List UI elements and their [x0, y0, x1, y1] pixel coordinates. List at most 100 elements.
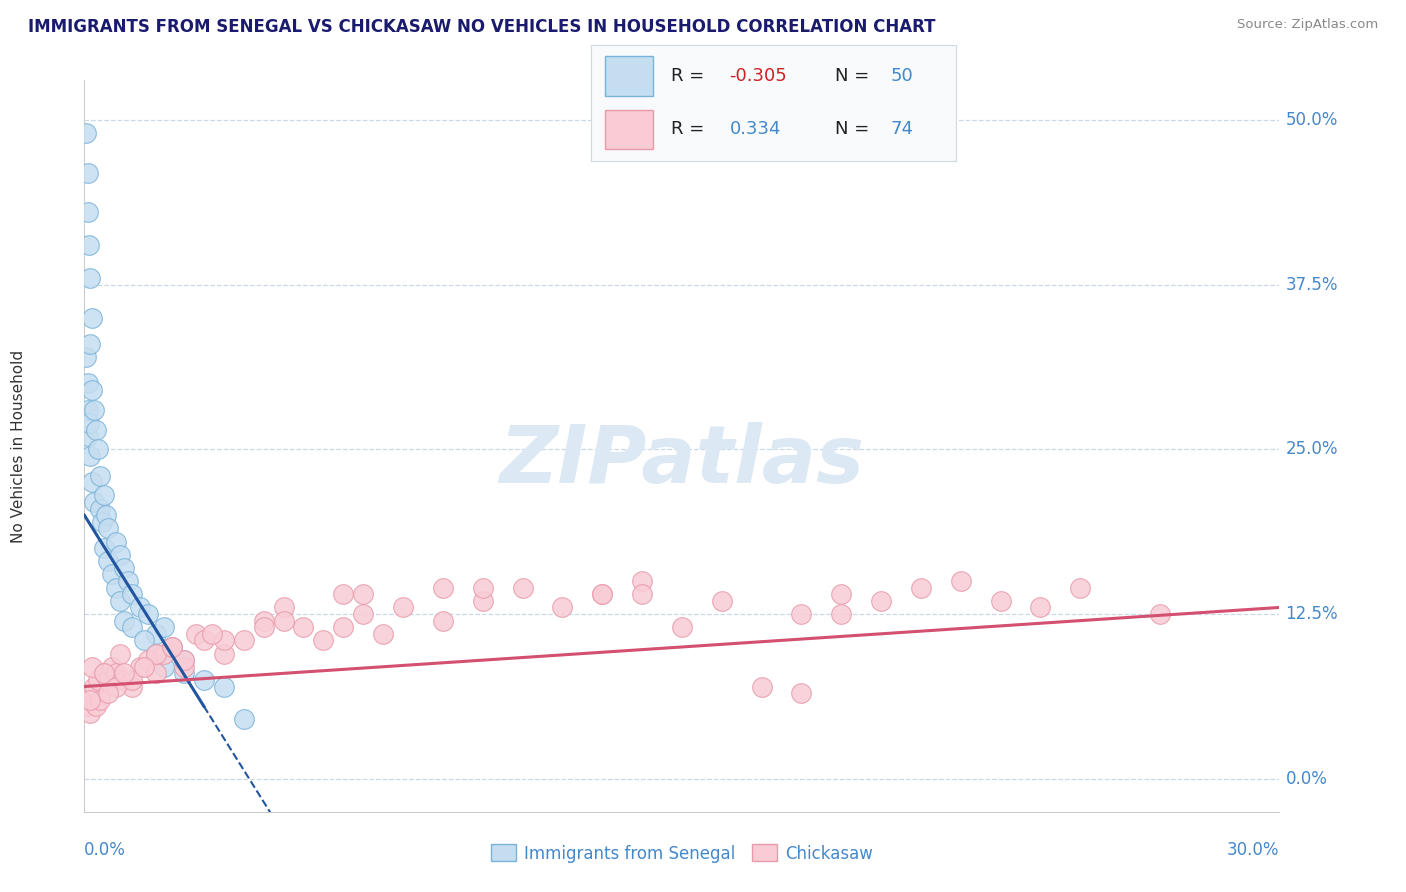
Point	[371, 627, 394, 641]
Point	[830, 587, 852, 601]
Point	[83, 680, 105, 694]
Point	[87, 442, 110, 457]
Point	[84, 699, 107, 714]
Point	[93, 541, 115, 556]
Point	[332, 620, 354, 634]
Point	[173, 659, 195, 673]
Point	[512, 581, 534, 595]
Point	[97, 686, 120, 700]
Point	[173, 666, 195, 681]
Point	[631, 587, 654, 601]
Point	[96, 508, 118, 523]
Text: ZIPatlas: ZIPatlas	[499, 422, 865, 500]
Point	[145, 666, 167, 681]
Point	[77, 692, 100, 706]
Point	[97, 554, 120, 568]
Text: N =: N =	[835, 120, 870, 138]
FancyBboxPatch shape	[605, 110, 652, 149]
Text: N =: N =	[835, 67, 870, 85]
Point	[1069, 581, 1091, 595]
Point	[112, 666, 135, 681]
Point	[790, 686, 813, 700]
Point	[93, 666, 115, 681]
Point	[77, 402, 100, 417]
Point	[710, 594, 733, 608]
Point	[830, 607, 852, 621]
Point	[82, 659, 104, 673]
Point	[136, 607, 159, 621]
Point	[253, 614, 276, 628]
Legend: Immigrants from Senegal, Chickasaw: Immigrants from Senegal, Chickasaw	[484, 838, 880, 869]
Point	[105, 581, 128, 595]
Point	[136, 653, 159, 667]
Point	[1149, 607, 1171, 621]
Point	[671, 620, 693, 634]
Point	[77, 205, 100, 219]
Point	[110, 594, 132, 608]
Point	[273, 614, 295, 628]
Point	[76, 165, 98, 179]
Text: R =: R =	[671, 67, 704, 85]
Point	[273, 600, 295, 615]
Point	[232, 713, 254, 727]
Point	[101, 567, 124, 582]
Point	[870, 594, 893, 608]
Point	[105, 680, 128, 694]
Point	[132, 659, 156, 673]
Point	[89, 692, 111, 706]
Point	[112, 561, 135, 575]
Point	[75, 699, 97, 714]
Point	[193, 673, 215, 687]
Point	[117, 574, 139, 588]
Point	[93, 666, 115, 681]
Text: 0.0%: 0.0%	[1285, 770, 1327, 788]
Point	[79, 692, 101, 706]
Point	[173, 653, 195, 667]
Point	[79, 271, 101, 285]
Point	[82, 383, 104, 397]
Text: 50.0%: 50.0%	[1285, 111, 1339, 128]
Point	[145, 647, 167, 661]
Point	[79, 449, 101, 463]
Point	[332, 587, 354, 601]
Point	[1029, 600, 1052, 615]
Point	[83, 402, 105, 417]
Point	[551, 600, 574, 615]
Text: 50: 50	[890, 67, 912, 85]
Point	[121, 673, 143, 687]
Point	[101, 659, 124, 673]
Point	[89, 501, 111, 516]
Text: No Vehicles in Household: No Vehicles in Household	[11, 350, 27, 542]
Point	[153, 647, 176, 661]
Point	[110, 548, 132, 562]
Point	[129, 600, 152, 615]
Point	[184, 627, 207, 641]
Point	[160, 640, 183, 654]
Point	[91, 515, 114, 529]
Point	[471, 581, 494, 595]
Point	[76, 376, 98, 391]
Point	[77, 416, 100, 430]
Point	[153, 659, 176, 673]
Text: 30.0%: 30.0%	[1227, 841, 1279, 859]
Point	[132, 633, 156, 648]
Text: 37.5%: 37.5%	[1285, 276, 1339, 293]
Point	[751, 680, 773, 694]
Point	[232, 633, 254, 648]
Point	[292, 620, 315, 634]
Point	[97, 521, 120, 535]
Point	[77, 429, 100, 443]
Point	[79, 336, 101, 351]
Point	[212, 680, 235, 694]
Point	[253, 620, 276, 634]
Point	[121, 587, 143, 601]
Point	[212, 647, 235, 661]
Text: 74: 74	[890, 120, 914, 138]
Text: 0.334: 0.334	[730, 120, 780, 138]
Point	[79, 706, 101, 720]
Point	[910, 581, 932, 595]
Point	[89, 468, 111, 483]
Text: R =: R =	[671, 120, 704, 138]
Point	[83, 495, 105, 509]
Point	[145, 647, 167, 661]
